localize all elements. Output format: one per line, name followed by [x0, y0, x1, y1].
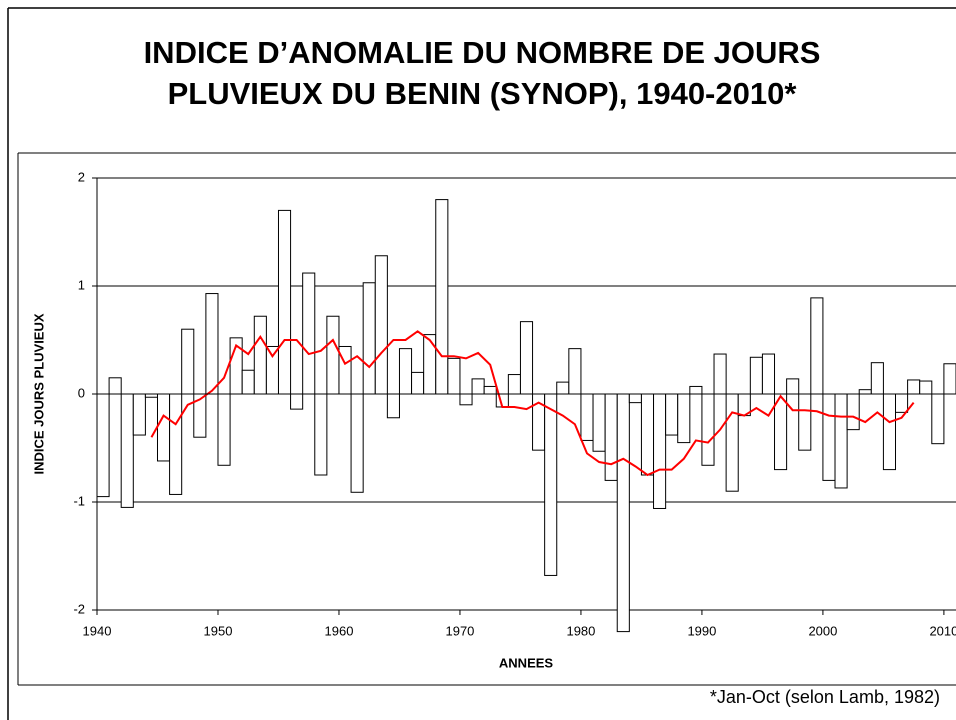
y-tick-label: -2 — [73, 601, 85, 616]
bar — [919, 380, 933, 395]
bar — [810, 297, 824, 395]
bar — [386, 393, 400, 419]
bar — [786, 378, 800, 395]
chart-title: PLUVIEUX DU BENIN (SYNOP), 1940-2010* — [168, 76, 798, 111]
bar — [774, 393, 788, 471]
bar — [592, 393, 606, 452]
bar — [834, 393, 848, 489]
y-axis-label: INDICE JOURS PLUVIEUX — [31, 313, 46, 474]
bar — [362, 282, 376, 395]
y-tick-label: 2 — [78, 169, 85, 184]
bar — [374, 255, 388, 395]
bar — [907, 379, 921, 395]
bar — [108, 377, 122, 395]
bar — [749, 356, 763, 395]
bar — [483, 385, 497, 395]
bar — [653, 393, 667, 509]
bar — [931, 393, 945, 445]
bar — [846, 393, 860, 431]
bar — [459, 393, 473, 406]
bar — [761, 353, 776, 395]
bar — [568, 348, 582, 395]
bar — [253, 315, 267, 395]
bar — [326, 315, 340, 395]
bar — [870, 362, 884, 395]
bar — [96, 393, 110, 498]
bar — [665, 393, 679, 436]
bar — [398, 348, 413, 395]
x-tick-label: 1970 — [445, 623, 474, 638]
bar — [314, 393, 328, 476]
bar — [725, 393, 739, 492]
bar — [169, 393, 183, 495]
bar — [277, 209, 292, 395]
bar — [519, 321, 534, 395]
bar — [701, 393, 715, 466]
bar — [241, 369, 255, 395]
bar — [713, 353, 727, 395]
bar — [447, 357, 461, 395]
bar — [544, 393, 558, 576]
bar — [858, 389, 872, 395]
bar — [628, 393, 642, 404]
chart-title: INDICE D’ANOMALIE DU NOMBRE DE JOURS — [144, 35, 821, 70]
bar — [205, 293, 219, 395]
bar — [290, 393, 304, 410]
bar — [580, 393, 594, 441]
bar — [882, 393, 897, 471]
x-axis-label: ANNEES — [499, 655, 554, 670]
bar — [302, 272, 316, 395]
x-tick-label: 1950 — [204, 623, 233, 638]
x-tick-label: 2010 — [929, 623, 956, 638]
y-tick-label: -1 — [73, 493, 85, 508]
moving-average-line — [150, 330, 915, 477]
bar — [604, 393, 618, 481]
bar — [677, 393, 691, 444]
bar — [798, 393, 812, 451]
bar — [556, 381, 570, 395]
bar — [640, 393, 655, 476]
bar — [471, 378, 485, 395]
bar — [156, 393, 171, 462]
bar — [181, 328, 195, 395]
y-tick-label: 0 — [78, 385, 85, 400]
bar — [435, 199, 449, 395]
x-tick-label: 1960 — [325, 623, 354, 638]
bar — [943, 363, 956, 395]
x-tick-label: 1940 — [83, 623, 112, 638]
bar — [423, 334, 437, 395]
bar — [217, 393, 231, 466]
x-tick-label: 1990 — [687, 623, 716, 638]
y-tick-label: 1 — [78, 277, 85, 292]
bar — [689, 385, 703, 395]
bar — [822, 393, 836, 481]
bar — [350, 393, 364, 493]
bar — [895, 393, 909, 413]
x-tick-label: 2000 — [808, 623, 837, 638]
footnote: *Jan-Oct (selon Lamb, 1982) — [710, 687, 940, 707]
bar — [120, 393, 134, 508]
x-tick-label: 1980 — [566, 623, 595, 638]
bar — [507, 374, 521, 395]
bar — [132, 393, 146, 436]
bar — [265, 345, 279, 395]
bar — [411, 371, 425, 395]
bar — [616, 393, 630, 633]
